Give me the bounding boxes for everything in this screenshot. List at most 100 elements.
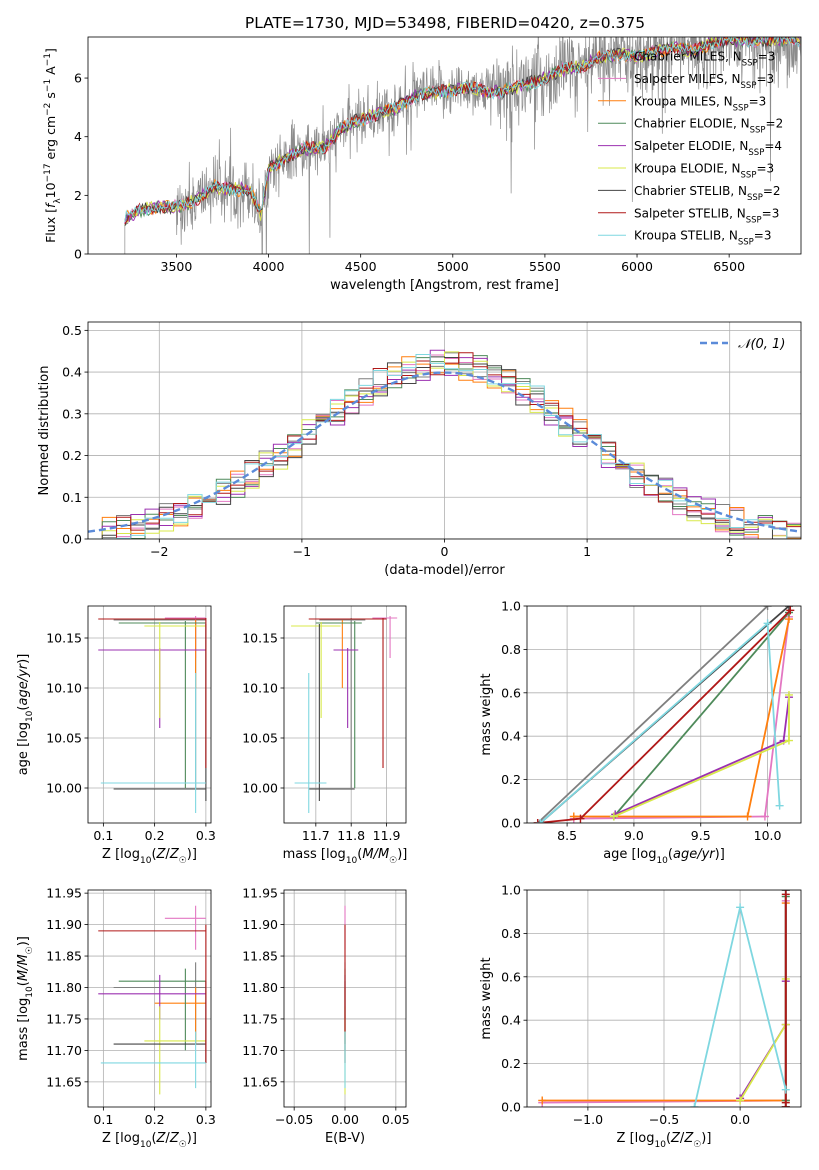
y-axis-label-part: 10	[43, 182, 58, 198]
legend-entry-8: Kroupa STELIB, NSSP=3	[634, 229, 772, 248]
weight-marker	[609, 812, 618, 821]
axes-residuals: −2 −1 0 1 2 0.0 0.1 0.2 0.3 0.4 0.5 (data-model)/er…	[37, 321, 802, 578]
y-axis-label-part: (	[16, 981, 31, 986]
x-axis-label-part: /	[165, 1131, 170, 1146]
y-axis-label-part: λ	[53, 198, 63, 204]
weight-marker	[781, 1098, 790, 1107]
y-tick-label: 11.95	[242, 886, 278, 901]
x-axis-label: mass [log10(M/M☉)]	[283, 847, 408, 866]
axes-spectrum: 3500 4000 4500 5000 5500 6000 6500 0 2 4 6 waveleng…	[43, 36, 802, 293]
legend-model-name: Salpeter STELIB, N	[634, 206, 746, 220]
x-axis-label-part: 10	[140, 856, 152, 866]
legend-nssp-value: =2	[763, 184, 781, 198]
legend-nssp-value: =3	[756, 72, 774, 86]
y-tick-label: 0.0	[501, 816, 521, 831]
y-tick-label: 0.1	[62, 490, 82, 505]
plot-area-mass-vs-ebv	[284, 890, 406, 1107]
x-tick-label: 0.2	[145, 828, 165, 843]
y-tick-label: 0.6	[501, 685, 521, 700]
y-axis-label-part: )]	[16, 936, 31, 946]
y-tick-label: 0.8	[501, 642, 521, 657]
x-axis-label-part: Z [log	[102, 847, 140, 862]
legend-nssp-value: =3	[758, 50, 776, 64]
x-axis-label-part: 10	[656, 856, 668, 866]
legend-nssp-value: =3	[756, 162, 774, 176]
x-axis-label-part: mass [log	[283, 847, 346, 862]
weight-marker	[784, 736, 793, 745]
weight-marker	[786, 606, 795, 615]
legend-normal-label: 𝒩(0, 1)	[738, 337, 785, 352]
y-axis-label-part: −2	[43, 103, 53, 116]
y-axis-label-part: (	[16, 706, 31, 711]
y-tick-label: 11.65	[46, 1074, 82, 1089]
y-tick-label: 10.10	[242, 681, 278, 696]
legend-nssp-sub: SSP	[750, 126, 766, 136]
weight-marker	[536, 819, 545, 823]
x-tick-label: 0.00	[331, 1112, 359, 1127]
y-tick-label: 0.0	[62, 532, 82, 547]
legend-model-name: Salpeter MILES, N	[634, 72, 741, 86]
weight-marker	[736, 903, 745, 912]
y-tick-label: 0.2	[501, 1056, 521, 1071]
legend-nssp-value: =2	[766, 117, 784, 131]
y-axis-label: Flux [fλ10−17 erg cm−2 s−1 A−1]	[43, 48, 63, 243]
y-axis-label-part: mass [log	[16, 998, 31, 1061]
x-tick-label: 0.3	[196, 828, 216, 843]
weight-marker	[784, 690, 793, 699]
x-axis-label-part: )]	[187, 1131, 197, 1146]
legend-nssp-sub: SSP	[741, 171, 757, 181]
x-tick-label: 2	[726, 544, 734, 559]
legend-entry-2: Kroupa MILES, NSSP=3	[634, 94, 766, 113]
y-tick-label: 11.90	[242, 917, 278, 932]
x-axis-label: E(B-V)	[325, 1131, 365, 1146]
y-tick-label: 4	[74, 129, 82, 144]
legend-entry-6: Chabrier STELIB, NSSP=2	[634, 184, 781, 203]
y-axis-label-part: −17	[43, 163, 53, 182]
weight-line-3	[613, 611, 790, 818]
x-tick-label: 0.1	[93, 1112, 113, 1127]
figure-title: PLATE=1730, MJD=53498, FIBERID=0420, z=0…	[245, 14, 645, 32]
axes-age-vs-mass: 11.7 11.8 11.9 10.00 10.05 10.10 10.15 mass [lo…	[242, 605, 408, 866]
axes-frame	[526, 605, 802, 824]
x-axis-label-part: )]	[715, 847, 725, 862]
axes-frame	[87, 605, 212, 824]
plot-area-spectrum	[124, 37, 801, 254]
x-axis-label-part: Z	[670, 1131, 681, 1146]
x-tick-label: 4500	[345, 259, 377, 274]
y-tick-label: 11.75	[46, 1011, 82, 1026]
x-tick-label: 9.0	[624, 828, 644, 843]
legend-entry-7: Salpeter STELIB, NSSP=3	[634, 206, 779, 225]
y-axis-label-part: age/yr	[16, 662, 31, 705]
x-axis-label-part: age/yr	[673, 847, 716, 862]
legend-nssp-sub: SSP	[733, 103, 749, 113]
y-tick-label: 0.0	[501, 1100, 521, 1115]
legend-model-name: Chabrier STELIB, N	[634, 184, 747, 198]
y-tick-label: 0.4	[501, 729, 521, 744]
x-axis-label-part: /	[165, 847, 170, 862]
x-tick-label: 11.9	[373, 828, 401, 843]
x-axis-label-part: ☉	[179, 856, 187, 866]
x-tick-label: −1	[293, 544, 311, 559]
weight-marker	[533, 819, 542, 823]
legend-nssp-sub: SSP	[741, 81, 757, 91]
x-tick-label: 11.8	[337, 828, 365, 843]
y-tick-label: 10.05	[46, 731, 82, 746]
legend-entry-4: Salpeter ELODIE, NSSP=4	[634, 139, 782, 158]
legend-model-name: Kroupa MILES, N	[634, 94, 733, 108]
x-tick-label: 3500	[161, 259, 193, 274]
x-axis-label-part: )]	[397, 847, 407, 862]
model-spectrum-8	[124, 37, 801, 223]
x-tick-label: 0.3	[196, 1112, 216, 1127]
axes-frame	[283, 605, 407, 824]
x-axis-label-part: Z [log	[617, 1131, 655, 1146]
y-tick-label: 0.4	[62, 365, 82, 380]
x-axis-label-part: (	[151, 1131, 156, 1146]
y-tick-label: 0.2	[501, 772, 521, 787]
y-tick-label: 1.0	[501, 599, 521, 614]
plot-area-residuals	[88, 322, 801, 539]
x-tick-label: 5000	[437, 259, 469, 274]
x-tick-label: 5500	[529, 259, 561, 274]
y-axis-label-part: 10	[25, 986, 35, 998]
